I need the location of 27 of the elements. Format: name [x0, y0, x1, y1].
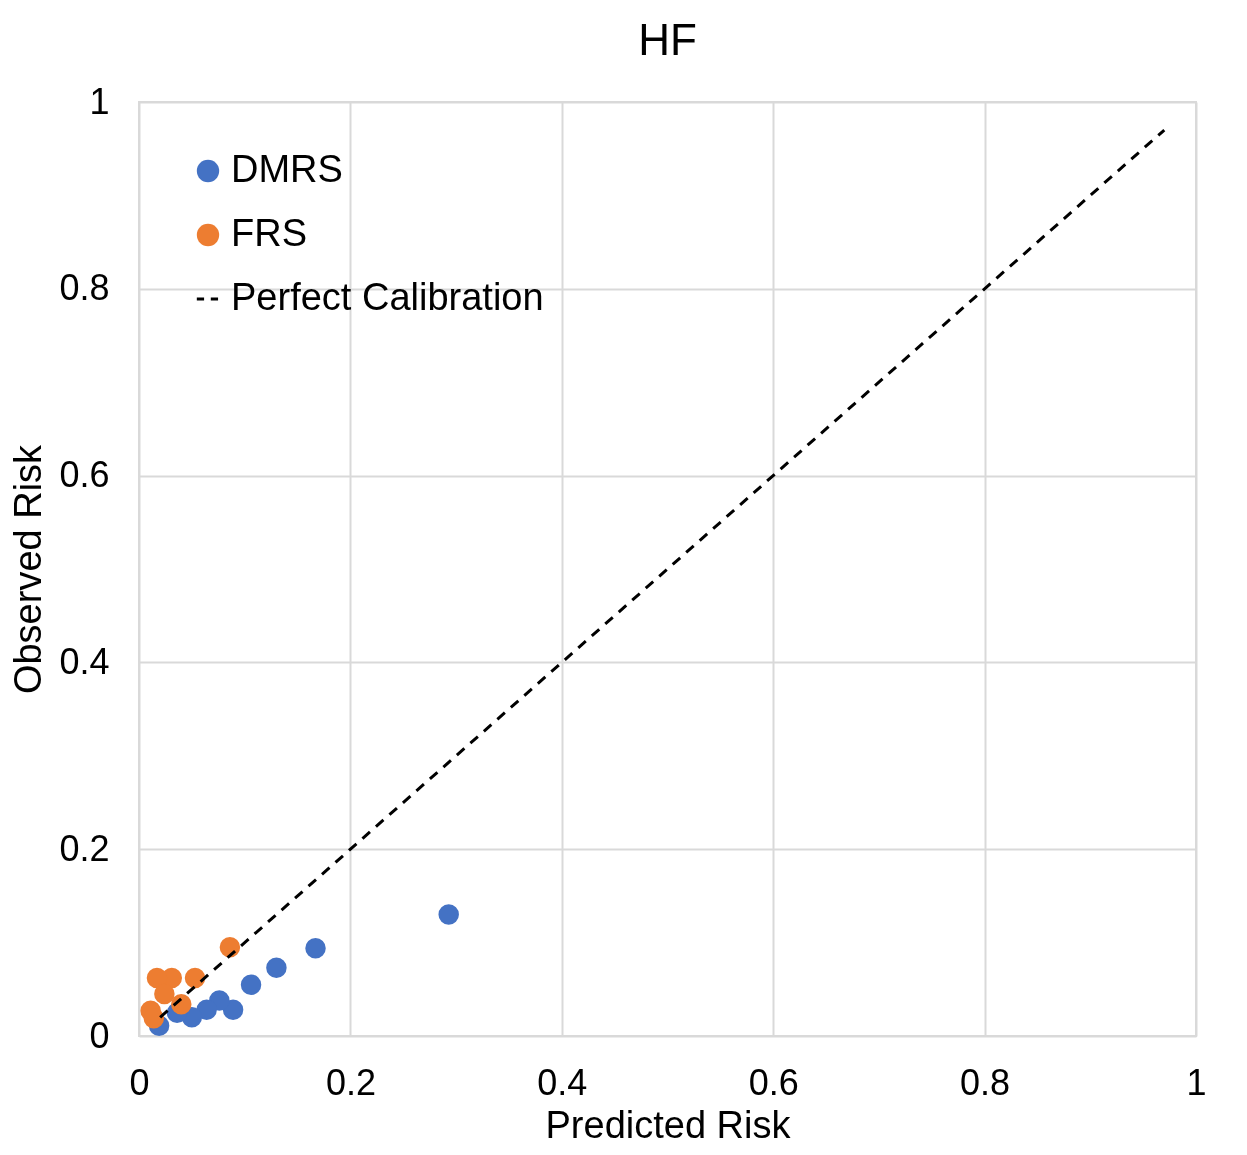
chart-title: HF: [638, 15, 697, 64]
point: [184, 967, 206, 989]
y-tick-label: 0.8: [59, 267, 110, 309]
y-tick-label: 0.6: [59, 454, 110, 496]
legend-label: FRS: [231, 212, 307, 254]
y-tick-label: 0.2: [59, 827, 110, 869]
x-axis-title: Predicted Risk: [545, 1103, 792, 1146]
y-axis-title: Observed Risk: [7, 443, 50, 695]
x-tick-label: 1: [1186, 1061, 1207, 1103]
point: [143, 1008, 165, 1029]
point: [154, 983, 175, 1005]
legend-label: DMRS: [231, 148, 343, 190]
point: [240, 974, 262, 995]
point: [266, 957, 287, 979]
legend-label: Perfect Calibration: [231, 276, 544, 318]
x-tick-label: 0: [129, 1061, 150, 1103]
point: [305, 937, 326, 959]
x-tick-label: 0.2: [325, 1061, 376, 1103]
y-tick-label: 0: [89, 1014, 110, 1056]
point: [222, 999, 244, 1021]
point: [438, 904, 459, 925]
point: [146, 967, 168, 989]
y-tick-label: 0.4: [59, 640, 110, 682]
y-tick-label: 1: [89, 80, 110, 122]
x-tick-label: 0.6: [748, 1061, 799, 1103]
x-tick-label: 0.4: [537, 1061, 588, 1103]
x-tick-label: 0.8: [960, 1061, 1011, 1103]
